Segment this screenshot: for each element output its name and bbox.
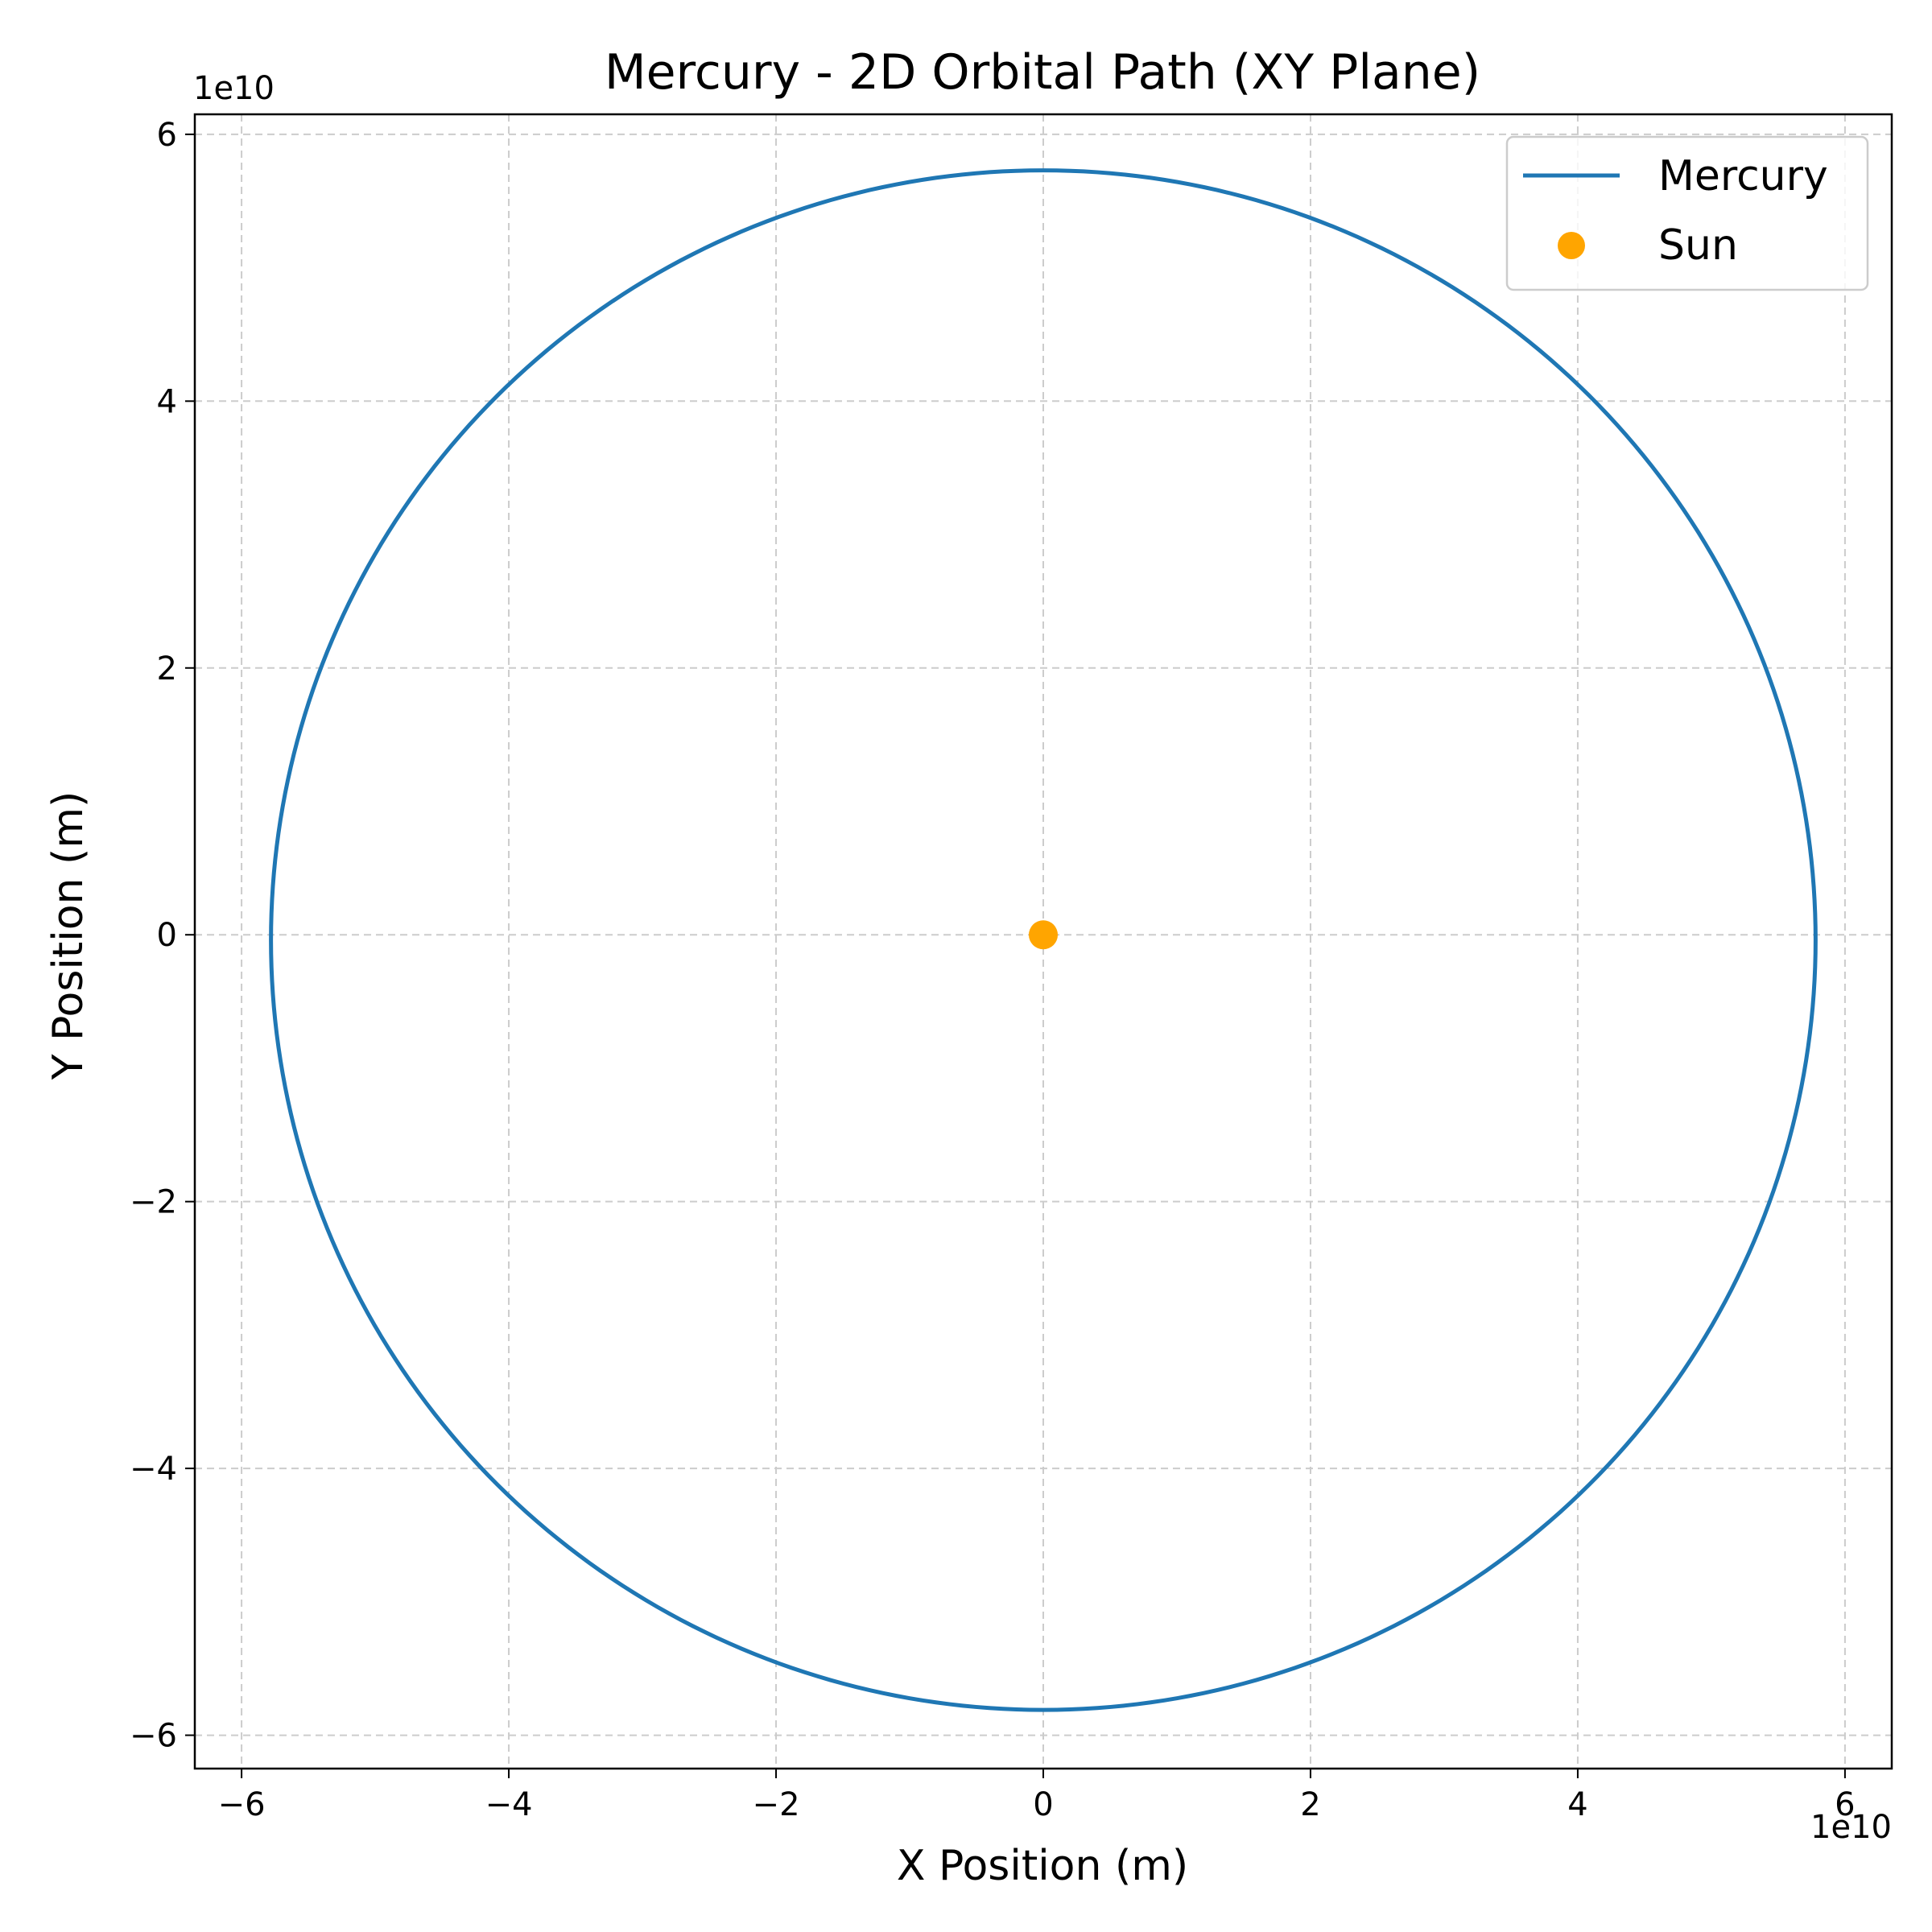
y-tick-label: 6 xyxy=(157,117,177,154)
y-offset-label: 1e10 xyxy=(193,70,275,107)
y-tick-label: 2 xyxy=(157,650,177,687)
chart-title: Mercury - 2D Orbital Path (XY Plane) xyxy=(605,44,1480,101)
x-offset-label: 1e10 xyxy=(1810,1809,1892,1846)
x-tick-label: 4 xyxy=(1567,1786,1587,1823)
sun-marker xyxy=(1029,920,1058,950)
x-tick-label: −6 xyxy=(218,1786,266,1823)
ticks: −6 −4 −2 0 2 4 6 −6 −4 −2 0 2 4 6 xyxy=(130,117,1856,1823)
y-axis-label: Y Position (m) xyxy=(44,791,93,1081)
legend-sun-label: Sun xyxy=(1658,221,1738,270)
y-tick-label: 4 xyxy=(157,383,177,420)
x-tick-label: 6 xyxy=(1835,1786,1855,1823)
plot-content xyxy=(269,168,1818,1712)
y-tick-label: −2 xyxy=(130,1184,177,1221)
legend: Mercury Sun xyxy=(1505,135,1869,291)
x-tick-label: 2 xyxy=(1300,1786,1320,1823)
y-tick-label: −6 xyxy=(130,1718,177,1755)
y-tick-label: 0 xyxy=(157,917,177,954)
x-tick-label: −4 xyxy=(485,1786,533,1823)
y-tick-label: −4 xyxy=(130,1451,177,1488)
x-tick-label: 0 xyxy=(1033,1786,1053,1823)
legend-sun-swatch xyxy=(1558,232,1585,259)
x-tick-label: −2 xyxy=(753,1786,800,1823)
mercury-orbit-line xyxy=(269,168,1818,1712)
legend-mercury-label: Mercury xyxy=(1658,152,1828,200)
x-axis-label: X Position (m) xyxy=(897,1842,1188,1890)
